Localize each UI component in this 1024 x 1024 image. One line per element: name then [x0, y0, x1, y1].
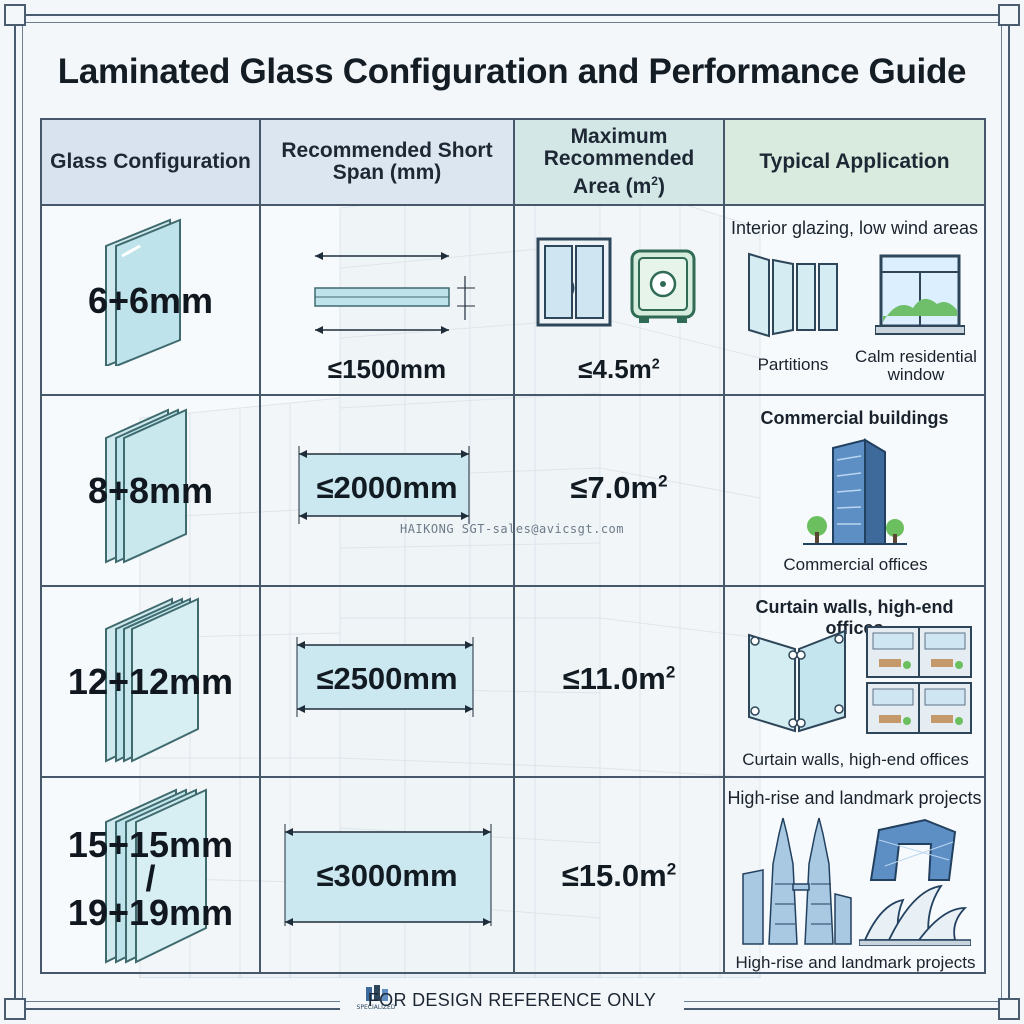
svg-text:SPECIALIZED: SPECIALIZED	[357, 1004, 396, 1011]
page-title: Laminated Glass Configuration and Perfor…	[57, 52, 967, 91]
application-cell: Commercial buildings Commercial	[723, 394, 986, 587]
configuration-label: 8+8mm	[87, 470, 214, 511]
span-value: ≤2500mm	[316, 661, 458, 696]
watermark-text: HAIKONG SGT-sales@avicsgt.com	[399, 522, 624, 536]
corner-ornament	[998, 4, 1020, 26]
header-typical-application: Typical Application	[723, 118, 986, 206]
span-cell: ≤3000mm	[259, 776, 515, 974]
configuration-cell: 12+12mm	[40, 585, 261, 778]
window-icon	[536, 237, 612, 327]
corner-ornament	[4, 4, 26, 26]
opera-house-icon	[859, 884, 971, 946]
span-cell: ≤2500mm	[259, 585, 515, 778]
application-title: Interior glazing, low wind areas	[730, 218, 979, 238]
header-recommended-span: Recommended Short Span (mm)	[259, 118, 515, 206]
configuration-label: 12+12mm	[67, 661, 234, 702]
partition-panels-icon	[748, 252, 838, 338]
corner-ornament	[998, 998, 1020, 1020]
table-row: 8+8mm ≤2000mm	[40, 394, 986, 587]
header-glass-configuration: Glass Configuration	[40, 118, 261, 206]
area-cell: ≤4.5m2	[513, 204, 725, 396]
curtain-wall-icon	[748, 629, 846, 733]
corner-ornament	[4, 998, 26, 1020]
application-cell: Interior glazing, low wind areas Partiti…	[723, 204, 986, 396]
area-value: ≤7.0m2	[570, 470, 668, 505]
span-dimension-diagram	[298, 446, 470, 524]
span-dimension-diagram	[284, 824, 492, 926]
application-cell: Curtain walls, high-end offices	[723, 585, 986, 778]
application-caption: Calm residential window	[855, 347, 977, 384]
application-cell: High-rise and landmark projects	[723, 776, 986, 974]
configuration-cell: 15+15mm / 19+19mm	[40, 776, 261, 974]
header-max-area: Maximum Recommended Area (m2)	[513, 118, 725, 206]
cctv-building-icon	[869, 818, 957, 881]
laminated-glass-icon	[105, 218, 181, 366]
span-value: ≤2000mm	[316, 470, 458, 505]
office-tower-icon	[803, 438, 907, 545]
configuration-table: Glass Configuration Recommended Short Sp…	[40, 118, 986, 974]
span-cell: ≤1500mm	[259, 204, 515, 396]
span-value: ≤1500mm	[327, 354, 447, 384]
span-dimension-diagram	[314, 252, 475, 334]
area-value: ≤15.0m2	[561, 858, 677, 893]
configuration-cell: 8+8mm	[40, 394, 261, 587]
application-title: Commercial buildings	[760, 408, 949, 428]
area-value: ≤4.5m2	[578, 354, 660, 384]
application-caption: Curtain walls, high-end offices	[742, 750, 969, 769]
area-cell: ≤7.0m2	[513, 394, 725, 587]
residential-window-icon	[875, 254, 965, 335]
table-row: 15+15mm / 19+19mm	[40, 776, 986, 974]
configuration-label: 6+6mm	[87, 280, 214, 321]
twin-towers-icon	[742, 817, 852, 945]
company-logo: SPECIALIZED	[357, 985, 396, 1011]
safe-icon	[630, 249, 696, 323]
area-value: ≤11.0m2	[562, 661, 676, 696]
office-interior-icon	[866, 626, 972, 734]
span-dimension-diagram	[296, 637, 474, 717]
application-title: High-rise and landmark projects	[727, 788, 982, 808]
footer-disclaimer: FOR DESIGN REFERENCE ONLY	[367, 990, 657, 1010]
area-cell: ≤15.0m2	[513, 776, 725, 974]
laminated-glass-icon	[105, 408, 187, 564]
laminated-glass-icon	[105, 788, 207, 964]
footer-background	[340, 984, 684, 1014]
application-caption: Partitions	[757, 355, 829, 374]
table-row: 12+12mm ≤2500mm	[40, 585, 986, 778]
span-value: ≤3000mm	[316, 858, 458, 893]
configuration-cell: 6+6mm	[40, 204, 261, 396]
configuration-label: 15+15mm / 19+19mm	[67, 824, 234, 933]
application-caption: Commercial offices	[783, 555, 928, 574]
table-row: 6+6mm ≤1500mm	[40, 204, 986, 396]
application-caption: High-rise and landmark projects	[735, 953, 976, 972]
area-cell: ≤11.0m2	[513, 585, 725, 778]
span-cell: ≤2000mm	[259, 394, 515, 587]
laminated-glass-icon	[105, 597, 199, 763]
